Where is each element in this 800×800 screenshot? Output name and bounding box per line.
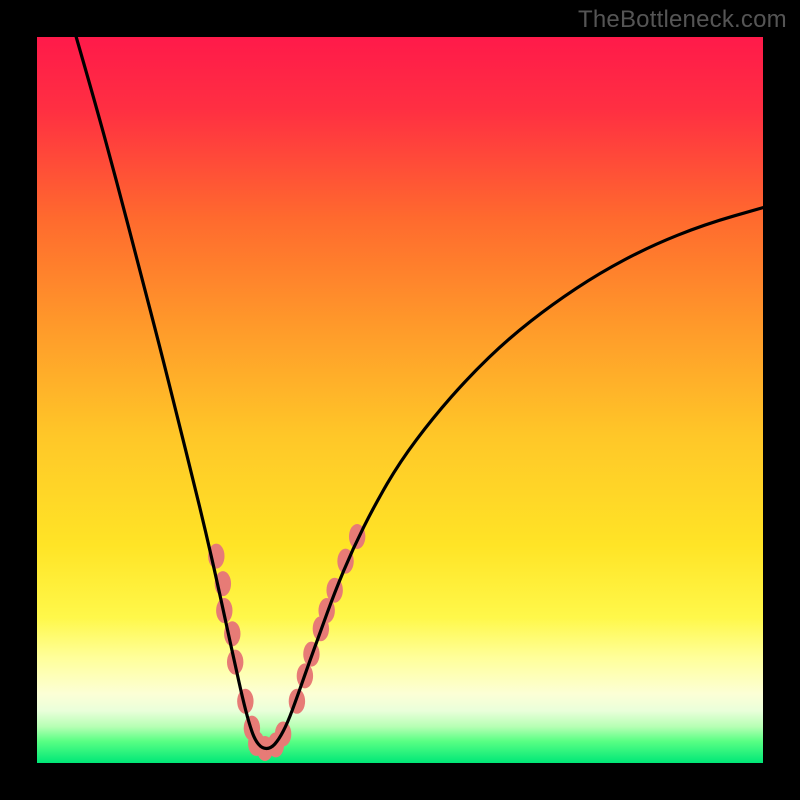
- bottleneck-curve: [76, 37, 763, 748]
- watermark-text: TheBottleneck.com: [578, 6, 787, 34]
- curve-layer: [37, 37, 763, 763]
- plot-area: [37, 37, 763, 763]
- chart-frame: TheBottleneck.com: [0, 0, 800, 800]
